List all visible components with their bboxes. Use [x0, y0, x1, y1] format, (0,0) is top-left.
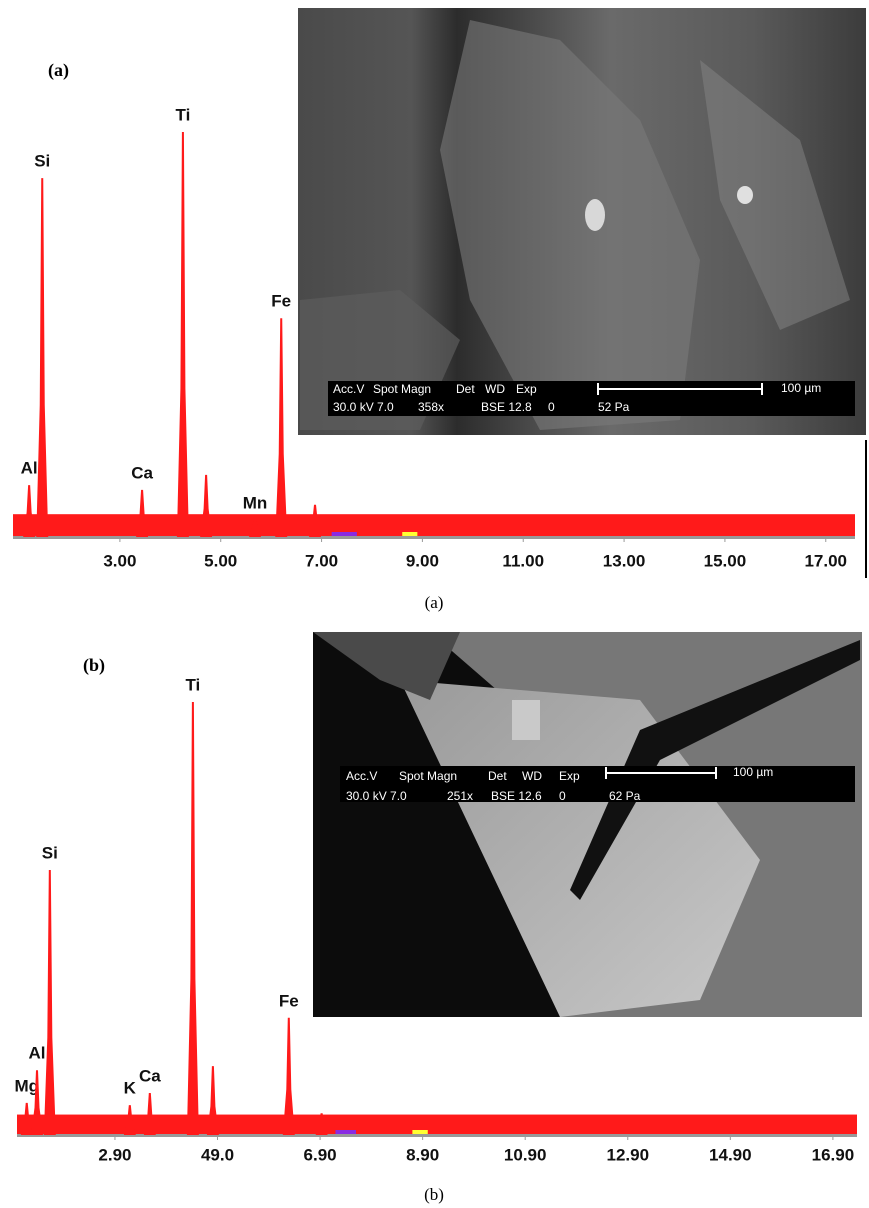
info-value: 30.0 kV 7.0 [333, 400, 394, 414]
marker [335, 1130, 356, 1134]
peak-label: Fe [279, 991, 299, 1010]
x-tick-label: 15.00 [704, 551, 747, 570]
panel-label: (b) [83, 655, 105, 676]
x-tick-label: 8.90 [406, 1145, 439, 1164]
info-value: BSE 12.6 [491, 789, 542, 803]
peak-label: Ti [185, 675, 200, 694]
peak [44, 870, 56, 1135]
peak-label: Ti [176, 106, 191, 125]
peak [207, 1066, 219, 1135]
marker [332, 532, 357, 536]
sem-image [313, 632, 862, 1017]
peak [275, 318, 287, 537]
x-tick-label: 12.90 [606, 1145, 649, 1164]
x-tick-label: 9.00 [406, 551, 439, 570]
peak [283, 1018, 295, 1135]
info-header: Spot Magn [373, 382, 431, 396]
sem-image [298, 8, 866, 435]
continuum [17, 1115, 857, 1135]
info-header: Acc.V [346, 769, 377, 783]
info-header: WD [522, 769, 542, 783]
x-tick-label: 16.90 [812, 1145, 855, 1164]
peak [187, 702, 199, 1135]
panel-label: (a) [48, 60, 69, 81]
info-value: 30.0 kV 7.0 [346, 789, 407, 803]
info-value: 251x [447, 789, 473, 803]
peak-label: Ca [131, 463, 153, 482]
scale-bar-label: 100 µm [733, 765, 773, 779]
peak-label: Si [42, 843, 58, 862]
peak-label: Fe [271, 292, 291, 311]
caption: (b) [424, 1185, 444, 1204]
x-tick-label: 17.00 [804, 551, 847, 570]
info-value: 52 Pa [598, 400, 630, 414]
info-header: Exp [559, 769, 580, 783]
x-tick-label: 11.00 [502, 551, 544, 570]
peak [200, 475, 212, 537]
info-value: 62 Pa [609, 789, 641, 803]
info-header: WD [485, 382, 505, 396]
x-tick-label: 5.00 [204, 551, 237, 570]
peak-label: K [124, 1079, 137, 1098]
info-value: 0 [548, 400, 555, 414]
peak [144, 1093, 156, 1135]
info-header: Det [456, 382, 475, 396]
page: (a) (a) Al Si Ca Ti Mn Fe 3.00 5.00 7.00 9.00 11.00 1… [0, 0, 869, 1208]
scale-bar-label: 100 µm [781, 381, 821, 395]
x-tick-label: 10.90 [504, 1145, 547, 1164]
marker [402, 532, 417, 536]
peak [23, 485, 35, 537]
marker [412, 1130, 427, 1134]
info-value: BSE 12.8 [481, 400, 532, 414]
x-tick-label: 7.00 [305, 551, 338, 570]
info-header: Exp [516, 382, 537, 396]
peak-label: Al [29, 1044, 46, 1063]
x-tick-label: 3.00 [103, 551, 136, 570]
peak-label: Ca [139, 1067, 161, 1086]
peak [36, 178, 48, 537]
peak [177, 132, 189, 537]
info-header: Spot Magn [399, 769, 457, 783]
info-header: Acc.V [333, 382, 364, 396]
peak-label: Si [34, 152, 50, 171]
peak-label: Mn [243, 494, 268, 513]
figure: (a) (a) Al Si Ca Ti Mn Fe 3.00 5.00 7.00 9.00 11.00 1… [0, 0, 869, 1208]
info-value: 0 [559, 789, 566, 803]
x-tick-label: 13.00 [603, 551, 646, 570]
x-tick-label: 2.90 [98, 1145, 131, 1164]
peak [136, 490, 148, 537]
info-value: 358x [418, 400, 444, 414]
x-axis [17, 1134, 857, 1137]
caption: (a) [425, 593, 444, 612]
x-tick-label: 14.90 [709, 1145, 752, 1164]
info-header: Det [488, 769, 507, 783]
x-tick-label: 49.0 [201, 1145, 234, 1164]
x-tick-label: 6.90 [304, 1145, 337, 1164]
peak-label: Al [21, 459, 38, 478]
